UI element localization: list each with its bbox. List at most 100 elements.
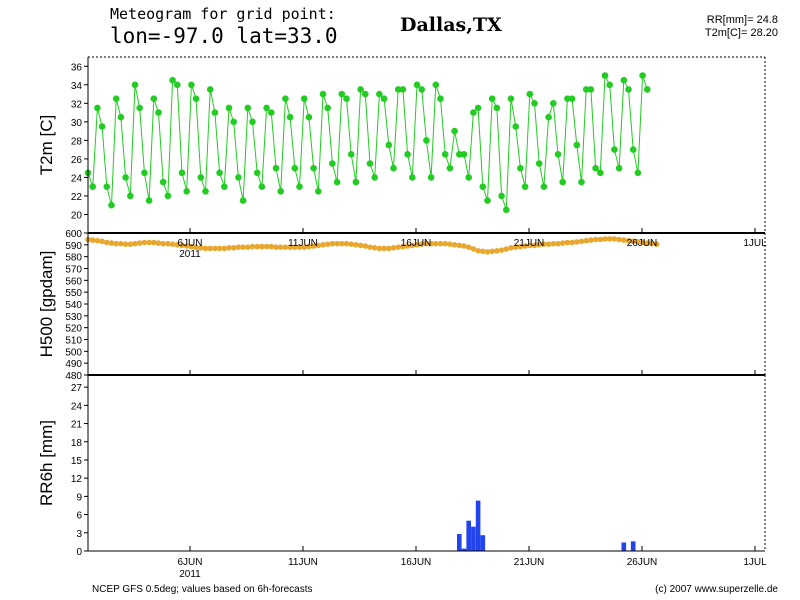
data-point (343, 240, 350, 247)
data-point (550, 240, 557, 247)
y-tick-label: 20 (71, 210, 83, 221)
y-tick-label: 24 (71, 401, 83, 412)
data-point (592, 164, 599, 172)
data-point (545, 113, 552, 121)
data-point (602, 236, 608, 242)
data-point (188, 243, 195, 250)
data-point (112, 95, 120, 102)
data-point (169, 241, 176, 247)
y-tick-label: 500 (65, 347, 82, 358)
data-point (461, 243, 467, 249)
y-tick-label: 22 (71, 192, 83, 203)
data-point (282, 244, 289, 250)
y-axis-label: H500 [gpdam] (37, 251, 56, 358)
precip-bar (466, 520, 471, 551)
data-point (122, 174, 129, 181)
data-point (635, 239, 641, 245)
data-point (362, 90, 369, 98)
data-point (230, 118, 237, 126)
data-point (564, 95, 571, 102)
data-point (348, 241, 355, 247)
precip-bar (480, 535, 486, 551)
data-point (362, 243, 369, 249)
data-point (578, 178, 585, 186)
x-year-label: 2011 (179, 249, 201, 260)
x-tick-label: 11JUN (288, 557, 318, 568)
x-tick-label: 16JUN (401, 557, 432, 568)
data-point (488, 95, 496, 102)
data-point (616, 236, 622, 243)
x-tick-label: 26JUN (627, 557, 658, 568)
data-point (630, 238, 636, 245)
data-point (503, 206, 510, 214)
y-axis-label: RR6h [mm] (37, 420, 56, 506)
data-point (339, 240, 345, 247)
data-point (333, 178, 341, 186)
data-point (235, 174, 242, 181)
data-point (212, 245, 218, 252)
data-point (470, 246, 477, 252)
data-point (573, 141, 581, 149)
y-tick-label: 12 (71, 474, 83, 485)
data-point (470, 109, 477, 116)
data-point (98, 123, 106, 130)
footer-source: NCEP GFS 0.5deg; values based on 6h-fore… (92, 584, 313, 595)
data-point (639, 72, 646, 79)
data-point (507, 95, 515, 102)
data-point (390, 245, 397, 251)
data-point (249, 243, 256, 250)
data-point (287, 244, 293, 250)
y-tick-label: 3 (76, 529, 82, 540)
x-tick-label: 16JUN (401, 238, 432, 249)
data-point (371, 245, 378, 251)
data-point (329, 160, 336, 167)
data-point (555, 240, 561, 247)
data-point (310, 243, 317, 249)
data-point (352, 178, 360, 186)
data-point (174, 81, 181, 89)
data-point (498, 247, 505, 253)
data-point (371, 174, 379, 181)
data-point (447, 241, 453, 247)
data-point (150, 95, 158, 102)
data-point (574, 239, 580, 245)
data-point (437, 240, 444, 247)
data-point (380, 95, 388, 102)
data-point (179, 242, 185, 249)
data-point (108, 240, 115, 246)
data-point (484, 197, 491, 204)
data-point (611, 146, 618, 153)
data-point (244, 104, 252, 112)
data-point (386, 245, 392, 252)
data-point (441, 151, 449, 158)
data-point (141, 239, 148, 246)
data-point (541, 241, 547, 247)
data-point (131, 81, 139, 89)
data-point (329, 240, 336, 247)
data-point (606, 236, 613, 242)
data-point (136, 104, 143, 112)
data-point (343, 95, 350, 102)
y-tick-label: 530 (65, 312, 82, 323)
footer-copyright: (c) 2007 www.superzelle.de (655, 584, 778, 595)
x-tick-label: 1JUL (743, 557, 767, 568)
data-point (409, 174, 416, 181)
data-point (423, 240, 430, 247)
data-point (272, 164, 280, 172)
data-point (159, 178, 167, 186)
data-point (305, 113, 313, 121)
data-point (531, 100, 538, 107)
data-point (456, 242, 463, 249)
data-point (221, 245, 228, 252)
data-point (286, 113, 294, 121)
data-point (225, 104, 233, 112)
data-point (183, 243, 190, 249)
data-point (527, 242, 533, 249)
data-point (146, 239, 152, 246)
y-tick-label: 480 (65, 371, 82, 382)
data-point (601, 72, 609, 79)
data-point (273, 244, 279, 250)
y-tick-label: 520 (65, 324, 82, 335)
data-point (108, 201, 115, 209)
